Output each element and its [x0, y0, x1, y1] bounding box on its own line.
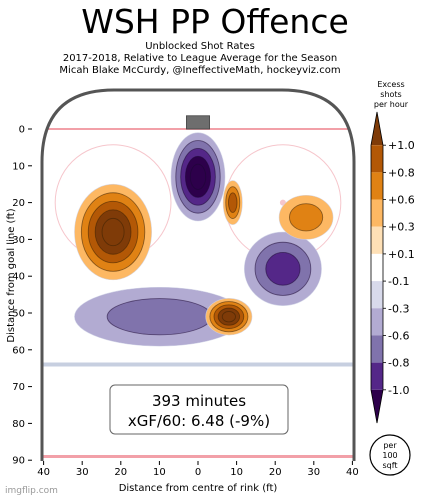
- rink-boards: [40, 88, 356, 461]
- contour-band: [289, 203, 324, 232]
- contour-band: [106, 298, 213, 336]
- colorbar-tick-label: +0.1: [388, 248, 415, 261]
- x-tick-label: 40: [346, 467, 359, 478]
- x-tick-label: 20: [269, 467, 282, 478]
- colorbar-title-3: per hour: [373, 100, 409, 109]
- y-tick-label: 10: [12, 161, 25, 172]
- colorbar-tick-label: -0.8: [388, 357, 409, 370]
- contour-region-right-circle-excess-2: [278, 194, 334, 240]
- chart-title: WSH PP Offence: [81, 2, 349, 41]
- contour-region-right-circle-excess-1: [222, 180, 243, 225]
- contour-band: [228, 192, 238, 213]
- y-tick-label: 30: [12, 235, 25, 246]
- contour-region-crease-deficit: [170, 132, 226, 222]
- chart-subtitle-3: Micah Blake McCurdy, @IneffectiveMath, h…: [59, 65, 341, 76]
- summary-box: [109, 384, 289, 435]
- summary-xgf: xGF/60: 6.48 (-9%): [128, 412, 270, 430]
- contour-region-high-slot-deficit: [74, 286, 245, 347]
- y-tick-label: 50: [12, 309, 25, 320]
- colorbar-band: [371, 389, 383, 423]
- colorbar-tick-label: -1.0: [388, 384, 409, 397]
- colorbar-tick-label: +0.6: [388, 194, 415, 207]
- chart-subtitle-1: Unblocked Shot Rates: [145, 41, 255, 52]
- x-tick-label: 30: [76, 467, 89, 478]
- colorbar-tick-label: -0.1: [388, 275, 409, 288]
- contour-band: [265, 252, 301, 286]
- colorbar-tick-label: +0.3: [388, 221, 415, 234]
- x-tick-label: 0: [195, 467, 201, 478]
- y-tick-label: 60: [12, 345, 25, 356]
- watermark-text: imgflip.com: [5, 486, 58, 496]
- y-tick-label: 90: [12, 456, 25, 467]
- colorbar-band: [371, 226, 383, 254]
- contour-region-right-faceoff-deficit: [244, 231, 322, 306]
- colorbar-tick-label: -0.3: [388, 302, 409, 315]
- y-tick-label: 80: [12, 419, 25, 430]
- colorbar-tick-label: +1.0: [388, 139, 415, 152]
- x-tick-label: 40: [37, 467, 50, 478]
- rink-boards-outline: [40, 88, 356, 461]
- colorbar-title-2: shots: [380, 90, 402, 99]
- colorbar-band: [371, 199, 383, 227]
- x-tick-label: 10: [230, 467, 243, 478]
- x-axis-label: Distance from centre of rink (ft): [119, 483, 278, 494]
- contour-region-right-point-excess: [205, 297, 253, 336]
- per-area-circle: [369, 434, 411, 476]
- per-area-label-2: 100: [382, 451, 397, 460]
- contour-band: [189, 163, 207, 190]
- goal-net: [186, 115, 210, 130]
- colorbar: +1.0 +0.8 +0.6 +0.3 +0.1 -0.1 -0.3 -0.6 -0.8 -1.0: [370, 111, 415, 424]
- colorbar-band: [371, 335, 383, 363]
- colorbar-band: [371, 172, 383, 200]
- y-tick-label: 20: [12, 198, 25, 209]
- axes: 40 30 20 10 0 10 20 30 40 0 10 20 30 40 50 60 70 80 90 Dist…: [6, 125, 359, 495]
- colorbar-band: [371, 308, 383, 336]
- x-tick-label: 30: [307, 467, 320, 478]
- y-axis-label: Distance from goal line (ft): [6, 208, 17, 342]
- y-tick-label: 0: [19, 125, 25, 136]
- contour-region-left-slot-excess: [74, 183, 152, 281]
- per-area-label-3: sqft: [382, 461, 397, 470]
- colorbar-band: [371, 253, 383, 282]
- colorbar-title-1: Excess: [377, 80, 405, 89]
- x-tick-label: 10: [153, 467, 166, 478]
- contour-band: [221, 310, 236, 323]
- chart-subtitle-2: 2017-2018, Relative to League Average fo…: [62, 53, 338, 64]
- colorbar-band: [371, 362, 383, 390]
- colorbar-band: [371, 112, 383, 146]
- summary-minutes: 393 minutes: [152, 392, 246, 410]
- colorbar-tick-label: +0.8: [388, 166, 415, 179]
- colorbar-band: [371, 281, 383, 309]
- y-tick-label: 70: [12, 382, 25, 393]
- contour-band: [101, 217, 125, 247]
- per-area-label-1: per: [383, 441, 397, 450]
- colorbar-band: [371, 145, 383, 173]
- colorbar-tick-label: -0.6: [388, 329, 409, 342]
- x-tick-label: 20: [114, 467, 127, 478]
- rink-surface: [42, 115, 354, 459]
- y-tick-label: 40: [12, 272, 25, 283]
